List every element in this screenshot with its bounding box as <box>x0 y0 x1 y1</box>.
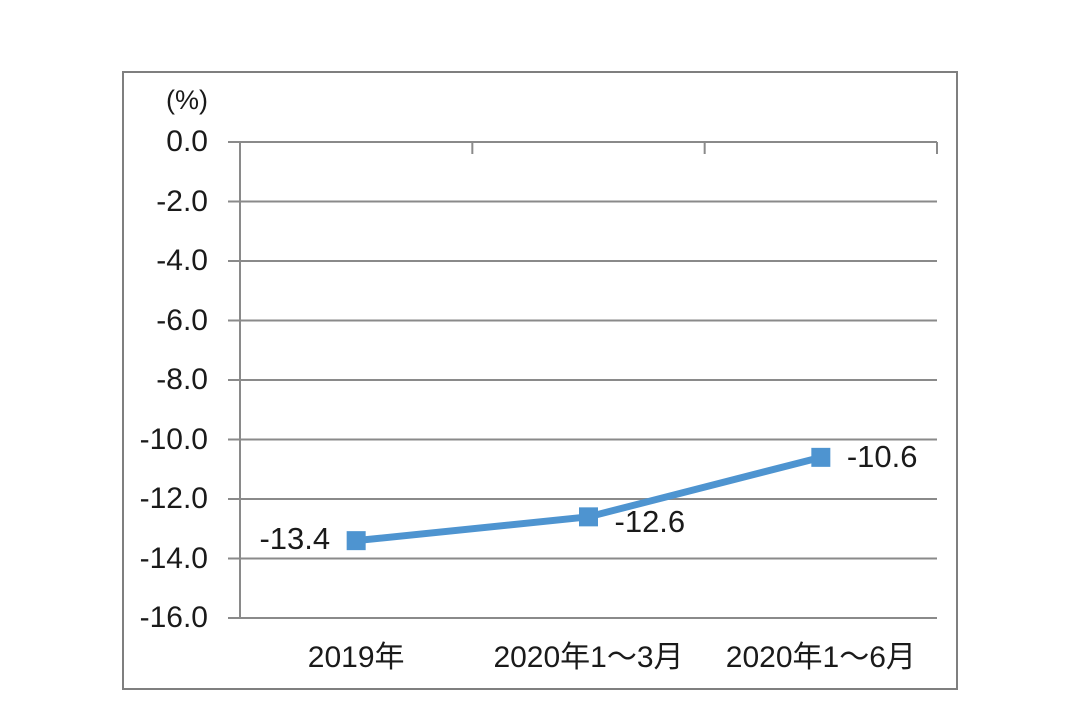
y-axis-tick-label: 0.0 <box>166 125 208 158</box>
y-axis-unit-label: (%) <box>166 85 208 115</box>
x-axis-category-label: 2020年1～3月 <box>493 641 684 674</box>
y-axis-tick-label: -8.0 <box>156 363 208 396</box>
chart-frame <box>122 71 958 690</box>
data-point-label: -10.6 <box>846 439 918 475</box>
y-axis-tick-label: -4.0 <box>156 244 208 277</box>
data-point-label: -13.4 <box>259 520 331 556</box>
x-axis-category-label: 2020年1～6月 <box>725 641 916 674</box>
y-axis-tick-label: -14.0 <box>139 541 208 575</box>
data-point-label: -12.6 <box>614 503 686 539</box>
y-axis-tick-label: -16.0 <box>139 601 208 634</box>
y-axis-tick-label: -12.0 <box>139 482 208 515</box>
y-axis-tick-label: -10.0 <box>139 422 208 456</box>
x-axis-category-label: 2019年 <box>307 641 405 674</box>
y-axis-tick-label: -2.0 <box>156 184 208 218</box>
y-axis-tick-label: -6.0 <box>156 303 208 337</box>
